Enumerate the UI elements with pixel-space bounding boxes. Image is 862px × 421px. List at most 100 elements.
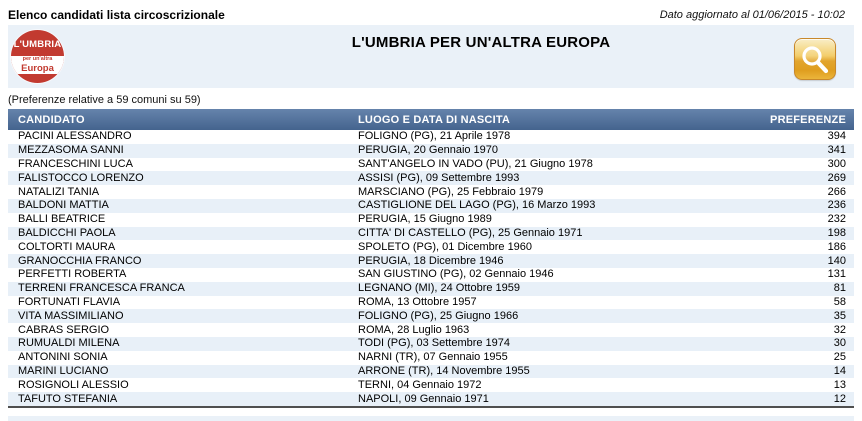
table-row: PERFETTI ROBERTA SAN GIUSTINO (PG), 02 Ge…	[8, 268, 854, 282]
candidate-cell: GRANOCCHIA FRANCO	[18, 254, 142, 267]
candidate-cell: PACINI ALESSANDRO	[18, 130, 132, 143]
results-table: CANDIDATO LUOGO E DATA DI NASCITA PREFER…	[8, 109, 854, 406]
table-row: RUMUALDI MILENA TODI (PG), 03 Settembre 1…	[8, 336, 854, 351]
birthplace-cell: ARRONE (TR), 14 Novembre 1955	[358, 364, 530, 377]
birthplace-cell: LEGNANO (MI), 24 Ottobre 1959	[358, 282, 521, 295]
birthplace-cell: ROMA, 28 Luglio 1963	[358, 323, 470, 336]
candidate-cell: ROSIGNOLI ALESSIO	[18, 378, 129, 391]
column-header-candidato: CANDIDATO	[8, 109, 348, 130]
table-row: ANTONINI SONIA NARNI (TR), 07 Gennaio 195…	[8, 351, 854, 365]
candidate-cell: MEZZASOMA SANNI	[18, 144, 124, 157]
birthplace-cell: PERUGIA, 15 Giugno 1989	[358, 213, 492, 226]
search-button[interactable]	[794, 38, 836, 80]
preferences-cell: 35	[833, 309, 846, 322]
preferences-cell: 198	[827, 226, 846, 239]
top-bar: Elenco candidati lista circoscrizionale …	[0, 0, 862, 25]
table-row: GRANOCCHIA FRANCO PERUGIA, 18 Dicembre 19…	[8, 254, 854, 268]
preferences-cell: 232	[827, 213, 846, 226]
table-row: FRANCESCHINI LUCA SANT'ANGELO IN VADO (PU…	[8, 158, 854, 172]
logo-text-per-unaltra: per un'altra	[22, 56, 53, 62]
page-title: Elenco candidati lista circoscrizionale	[8, 7, 225, 22]
table-row: VITA MASSIMILIANO FOLIGNO (PG), 25 Giugno…	[8, 309, 854, 324]
birthplace-cell: MARSCIANO (PG), 25 Febbraio 1979	[358, 185, 544, 198]
birthplace-cell: CITTA' DI CASTELLO (PG), 25 Gennaio 1971	[358, 226, 583, 239]
birthplace-cell: FOLIGNO (PG), 25 Giugno 1966	[358, 309, 519, 322]
preferences-cell: 266	[827, 185, 846, 198]
bottom-panel-strip	[8, 416, 854, 421]
column-header-luogo: LUOGO E DATA DI NASCITA	[348, 109, 768, 130]
preferences-cell: 341	[827, 144, 846, 157]
birthplace-cell: ROMA, 13 Ottobre 1957	[358, 295, 477, 308]
birthplace-cell: SANT'ANGELO IN VADO (PU), 21 Giugno 1978	[358, 157, 593, 170]
magnifier-icon	[802, 46, 829, 74]
candidate-cell: FORTUNATI FLAVIA	[18, 295, 121, 308]
table-row: MEZZASOMA SANNI PERUGIA, 20 Gennaio 1970 3…	[8, 143, 854, 158]
table-row: TAFUTO STEFANIA NAPOLI, 09 Gennaio 1971 12	[8, 392, 854, 406]
candidate-cell: ANTONINI SONIA	[18, 351, 108, 364]
preferences-cell: 236	[827, 199, 846, 212]
candidate-cell: PERFETTI ROBERTA	[18, 268, 127, 281]
table-row: ROSIGNOLI ALESSIO TERNI, 04 Gennaio 1972 1…	[8, 378, 854, 392]
list-logo: L'UMBRIA per un'altra Europa	[11, 30, 64, 83]
column-header-preferenze: PREFERENZE	[768, 109, 854, 130]
table-row: FALISTOCCO LORENZO ASSISI (PG), 09 Settem…	[8, 171, 854, 186]
candidate-cell: TAFUTO STEFANIA	[18, 392, 118, 405]
table-row: COLTORTI MAURA SPOLETO (PG), 01 Dicembre …	[8, 240, 854, 254]
logo-text-europa: Europa	[21, 62, 54, 74]
birthplace-cell: SAN GIUSTINO (PG), 02 Gennaio 1946	[358, 268, 554, 281]
birthplace-cell: CASTIGLIONE DEL LAGO (PG), 16 Marzo 1993	[358, 199, 596, 212]
preferences-cell: 58	[833, 295, 846, 308]
candidate-cell: MARINI LUCIANO	[18, 364, 109, 377]
candidate-cell: NATALIZI TANIA	[18, 185, 100, 198]
preferences-cell: 140	[827, 254, 846, 267]
table-row: CABRAS SERGIO ROMA, 28 Luglio 1963 32	[8, 323, 854, 337]
candidate-cell: COLTORTI MAURA	[18, 240, 116, 253]
table-row: FORTUNATI FLAVIA ROMA, 13 Ottobre 1957 58	[8, 296, 854, 310]
list-title: L'UMBRIA PER UN'ALTRA EUROPA	[351, 34, 611, 51]
table-body: PACINI ALESSANDRO FOLIGNO (PG), 21 Aprile…	[8, 130, 854, 406]
candidate-cell: FALISTOCCO LORENZO	[18, 171, 144, 184]
preferences-cell: 81	[833, 282, 846, 295]
preferences-cell: 12	[833, 392, 846, 405]
candidate-cell: RUMUALDI MILENA	[18, 337, 120, 350]
candidate-cell: BALLI BEATRICE	[18, 213, 106, 226]
preferences-cell: 269	[827, 171, 846, 184]
birthplace-cell: TERNI, 04 Gennaio 1972	[358, 378, 482, 391]
preferences-cell: 186	[827, 240, 846, 253]
preferences-cell: 30	[833, 337, 846, 350]
table-header-row: CANDIDATO LUOGO E DATA DI NASCITA PREFER…	[8, 109, 854, 130]
list-header-panel: L'UMBRIA per un'altra Europa L'UMBRIA PE…	[8, 25, 854, 88]
table-row: BALDICCHI PAOLA CITTA' DI CASTELLO (PG), …	[8, 226, 854, 241]
preferences-cell: 25	[833, 351, 846, 364]
candidate-cell: CABRAS SERGIO	[18, 323, 110, 336]
table-row: BALLI BEATRICE PERUGIA, 15 Giugno 1989 232	[8, 213, 854, 227]
candidate-cell: TERRENI FRANCESCA FRANCA	[18, 282, 185, 295]
birthplace-cell: SPOLETO (PG), 01 Dicembre 1960	[358, 240, 533, 253]
birthplace-cell: ASSISI (PG), 09 Settembre 1993	[358, 171, 520, 184]
preferences-cell: 394	[827, 130, 846, 143]
table-row: MARINI LUCIANO ARRONE (TR), 14 Novembre 1…	[8, 364, 854, 379]
birthplace-cell: FOLIGNO (PG), 21 Aprile 1978	[358, 130, 511, 143]
candidate-cell: BALDONI MATTIA	[18, 199, 109, 212]
preferences-cell: 14	[833, 364, 846, 377]
birthplace-cell: NARNI (TR), 07 Gennaio 1955	[358, 351, 508, 364]
candidate-cell: FRANCESCHINI LUCA	[18, 157, 133, 170]
table-row: PACINI ALESSANDRO FOLIGNO (PG), 21 Aprile…	[8, 130, 854, 144]
preferences-cell: 131	[827, 268, 846, 281]
candidate-cell: BALDICCHI PAOLA	[18, 226, 116, 239]
logo-band: per un'altra Europa	[11, 56, 64, 74]
preferences-cell: 13	[833, 378, 846, 391]
birthplace-cell: NAPOLI, 09 Gennaio 1971	[358, 392, 489, 405]
birthplace-cell: TODI (PG), 03 Settembre 1974	[358, 337, 511, 350]
table-row: NATALIZI TANIA MARSCIANO (PG), 25 Febbrai…	[8, 185, 854, 199]
logo-text-umbria: L'UMBRIA	[13, 39, 62, 50]
table-row: BALDONI MATTIA CASTIGLIONE DEL LAGO (PG),…	[8, 198, 854, 213]
birthplace-cell: PERUGIA, 20 Gennaio 1970	[358, 144, 499, 157]
updated-at: Dato aggiornato al 01/06/2015 - 10:02	[659, 8, 845, 21]
table-row: TERRENI FRANCESCA FRANCA LEGNANO (MI), 24…	[8, 281, 854, 296]
preferences-cell: 300	[827, 157, 846, 170]
preferences-note: (Preferenze relative a 59 comuni su 59)	[8, 94, 201, 106]
preferences-cell: 32	[833, 323, 846, 336]
candidate-cell: VITA MASSIMILIANO	[18, 309, 124, 322]
